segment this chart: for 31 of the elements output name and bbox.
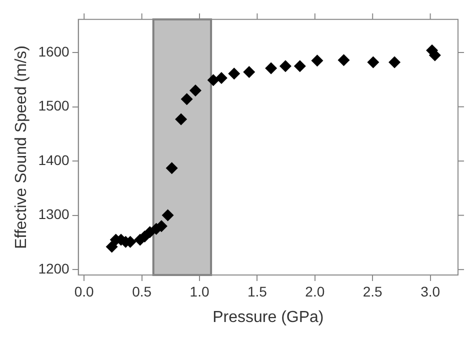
point — [207, 74, 220, 86]
x-tick-label: 1.0 — [190, 283, 210, 300]
x-tick-label: 3.0 — [420, 283, 440, 300]
x-tick-label: 2.5 — [362, 283, 383, 300]
point — [338, 54, 350, 66]
point — [106, 240, 118, 253]
y-tick-label: 1300 — [38, 206, 70, 222]
y-tick-label: 1200 — [38, 260, 70, 276]
point — [162, 209, 174, 222]
y-tick-label: 1600 — [38, 43, 70, 60]
point — [215, 72, 228, 84]
point — [265, 62, 278, 74]
point — [175, 113, 188, 126]
y-axis-title: Effective Sound Speed (m/s) — [13, 46, 30, 249]
point — [243, 66, 256, 78]
point — [294, 60, 306, 72]
x-axis-title: Pressure (GPa) — [212, 308, 324, 326]
x-tick-label: 0.5 — [132, 283, 152, 300]
point — [388, 56, 401, 68]
point — [166, 162, 178, 174]
point — [311, 54, 324, 67]
point — [228, 68, 240, 80]
x-tick-label: 2.0 — [305, 283, 325, 300]
y-tick-label: 1500 — [38, 98, 70, 114]
point — [367, 56, 380, 68]
y-tick-label: 1400 — [38, 152, 70, 168]
x-tick-label: 0.0 — [74, 283, 94, 300]
point — [279, 60, 292, 72]
x-tick-label: 1.5 — [247, 283, 268, 300]
point — [189, 84, 202, 96]
point — [180, 93, 193, 106]
